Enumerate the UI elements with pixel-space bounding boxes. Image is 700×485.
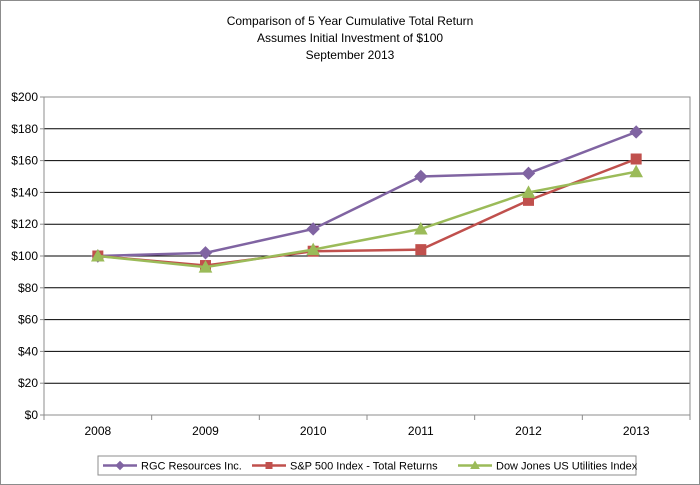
x-tick-label: 2008	[84, 424, 111, 438]
chart-title-line-3: September 2013	[305, 48, 395, 62]
diamond-marker	[115, 460, 125, 471]
y-tick-label: $60	[18, 313, 38, 327]
gridlines	[44, 96, 690, 416]
legend-label: Dow Jones US Utilities Index	[496, 461, 638, 473]
square-marker	[630, 153, 642, 165]
y-tick-label: $100	[11, 249, 38, 263]
triangle-marker	[629, 164, 644, 178]
series-line	[97, 170, 637, 269]
triangle-marker	[413, 221, 428, 235]
x-axis-ticks: 2008 2009 2010 2011 2012 2013	[43, 415, 691, 438]
triangle-marker	[90, 248, 105, 262]
triangle-marker	[470, 460, 480, 469]
y-tick-label: $180	[11, 122, 38, 136]
y-tick-label: $160	[11, 154, 38, 168]
x-tick-label: 2013	[623, 424, 650, 438]
diamond-marker	[414, 169, 428, 184]
x-tick-label: 2010	[300, 424, 327, 438]
diamond-marker	[521, 166, 536, 181]
y-tick-label: $80	[18, 281, 38, 295]
square-marker	[415, 244, 427, 256]
x-tick-label: 2009	[192, 424, 219, 438]
square-marker	[265, 462, 273, 469]
y-tick-label: $120	[11, 217, 38, 231]
y-tick-label: $40	[18, 344, 38, 358]
x-tick-label: 2012	[515, 424, 542, 438]
series-group	[90, 125, 644, 273]
series-line	[97, 157, 637, 267]
x-tick-label: 2011	[408, 424, 434, 438]
series-1	[91, 125, 643, 263]
legend-box	[97, 455, 637, 476]
legend-label: S&P 500 Index - Total Returns	[290, 461, 438, 473]
chart-title-line-2: Assumes Initial Investment of $100	[256, 31, 444, 45]
y-tick-label: $0	[25, 408, 39, 422]
triangle-marker	[198, 260, 213, 273]
y-tick-label: $20	[18, 376, 38, 390]
triangle-marker	[521, 185, 536, 198]
diamond-marker	[629, 125, 643, 139]
y-tick-label: $200	[11, 90, 38, 104]
diamond-marker	[198, 246, 213, 260]
legend: RGC Resources Inc. S&P 500 Index - Total …	[97, 455, 638, 476]
chart-title-line-1: Comparison of 5 Year Cumulative Total Re…	[226, 14, 474, 28]
legend-label: RGC Resources Inc.	[141, 461, 242, 473]
series-line	[97, 130, 637, 258]
diamond-marker	[306, 222, 320, 236]
y-tick-label: $140	[11, 185, 38, 199]
series-3	[90, 164, 644, 273]
y-axis-ticks: $0 $20 $40 $60 $80 $100 $120 $140 $160 $180 $200	[11, 90, 44, 422]
triangle-marker	[306, 242, 321, 256]
